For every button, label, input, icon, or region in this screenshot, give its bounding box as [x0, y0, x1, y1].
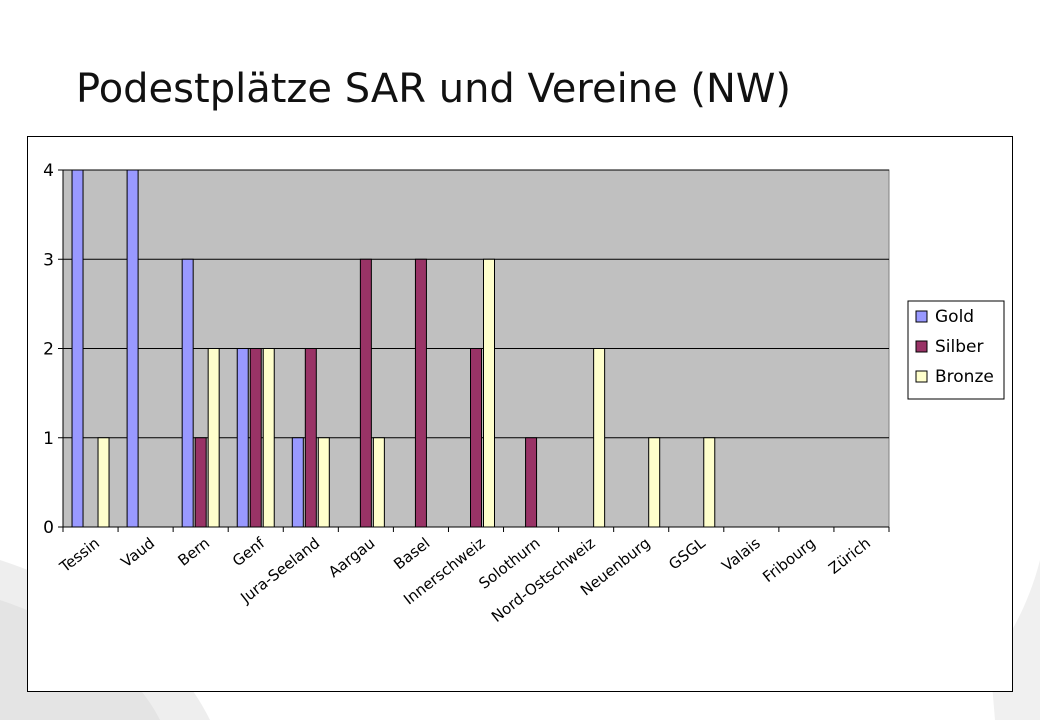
legend: Gold Silber Bronze	[907, 300, 1005, 400]
x-tick-label: Aargau	[325, 534, 378, 581]
legend-swatch-bronze	[915, 370, 928, 383]
bar-silber	[194, 437, 207, 528]
legend-label-bronze: Bronze	[935, 367, 994, 387]
bar-bronze	[483, 258, 495, 528]
bar-bronze	[207, 348, 220, 528]
bar-bronze	[648, 437, 661, 528]
x-tick-label: Nord-Ostschweiz	[488, 534, 599, 626]
bar-bronze	[593, 348, 606, 528]
y-tick-label: 1	[43, 429, 54, 449]
bar-silber	[470, 348, 482, 528]
x-tick-label: Valais	[718, 534, 764, 575]
y-tick-label: 2	[43, 340, 54, 360]
bar-bronze	[317, 437, 330, 528]
page-title: Podestplätze SAR und Vereine (NW)	[76, 66, 792, 112]
bar-gold	[126, 169, 139, 528]
bar-silber	[525, 437, 538, 528]
bar-silber	[304, 348, 317, 528]
y-tick-labels: 0 1 2 3 4	[43, 161, 63, 538]
x-tick-label: Genf	[229, 534, 269, 571]
bar-gold	[236, 348, 249, 528]
bar-gold	[181, 258, 194, 528]
bar-bronze	[703, 437, 716, 528]
bar-gold	[291, 437, 304, 528]
y-tick-label: 3	[43, 250, 54, 270]
bar-silber	[359, 258, 372, 528]
y-tick-label: 0	[43, 518, 54, 538]
x-tick-label: Tessin	[56, 534, 103, 577]
bar-silber	[414, 258, 427, 528]
x-tick-label: Bern	[175, 534, 214, 570]
legend-label-silber: Silber	[935, 337, 983, 357]
x-tick-label: Basel	[390, 534, 433, 573]
legend-swatch-silber	[915, 340, 928, 353]
legend-label-gold: Gold	[935, 307, 974, 327]
legend-swatch-gold	[915, 310, 928, 323]
x-tick-label: Zürich	[825, 534, 874, 578]
bar-gold	[71, 169, 84, 528]
y-tick-label: 4	[43, 161, 54, 181]
bar-bronze	[97, 437, 110, 528]
x-tick-label: Vaud	[118, 534, 158, 571]
x-tick-label: Fribourg	[759, 534, 819, 586]
bar-bronze	[262, 348, 275, 528]
bar-bronze	[372, 437, 385, 528]
x-tick-label: GSGL	[665, 534, 709, 574]
bar-silber	[249, 348, 262, 528]
